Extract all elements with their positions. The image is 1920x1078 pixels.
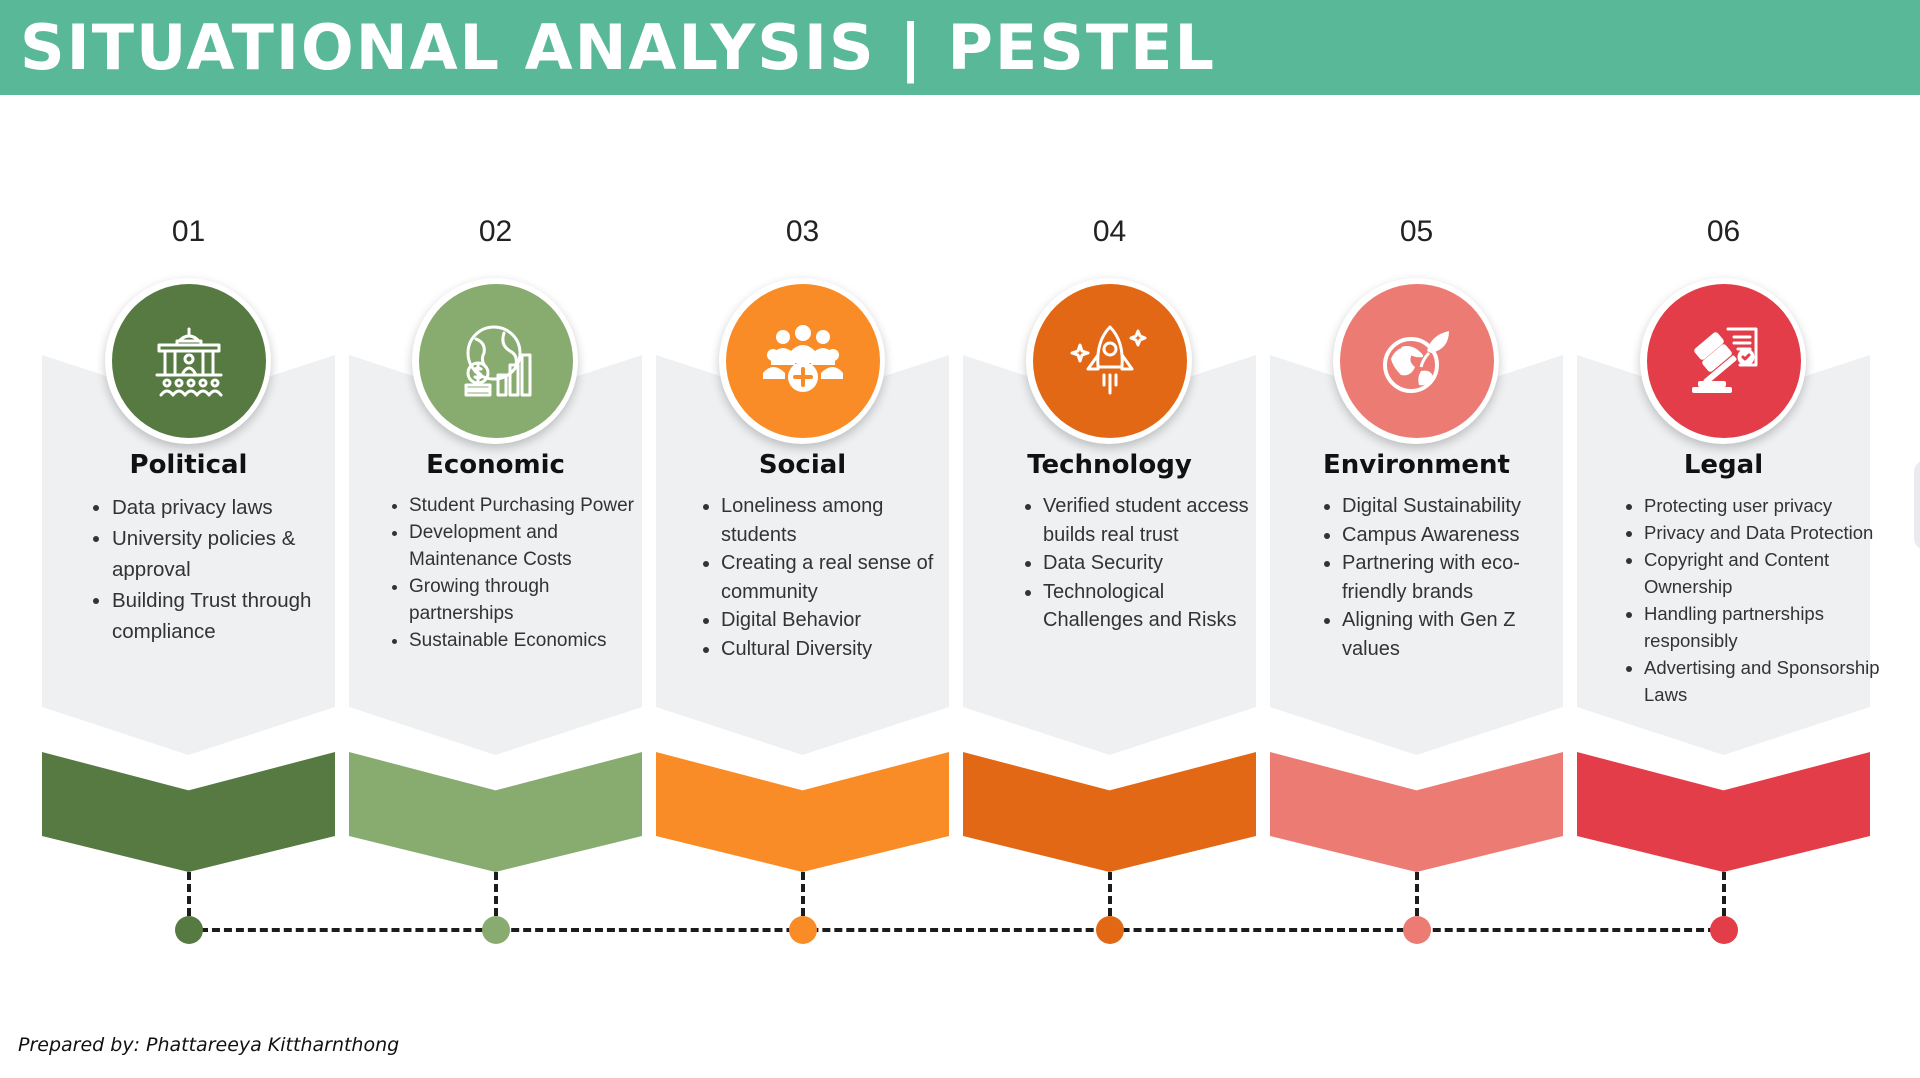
dashed-drop-line (494, 872, 498, 928)
bullet-list: Digital SustainabilityCampus AwarenessPa… (1322, 492, 1578, 663)
pestel-column-economic: 02EconomicStudent Purchasing PowerDevelo… (349, 200, 642, 960)
pestel-column-environment: 05EnvironmentDigital SustainabilityCampu… (1270, 200, 1563, 960)
dashed-drop-line (1108, 872, 1112, 928)
page-title: SITUATIONAL ANALYSIS | PESTEL (20, 11, 1217, 84)
globe-money-chart-icon (419, 284, 573, 438)
bullet-item: Privacy and Data Protection (1644, 519, 1882, 546)
category-title: Technology (1027, 450, 1192, 480)
bullet-item: Data Security (1043, 549, 1265, 578)
bullet-item: Loneliness among students (721, 492, 957, 549)
bullet-item: Digital Behavior (721, 606, 957, 635)
rocket-icon (1033, 284, 1187, 438)
bullet-item: Growing through partnerships (409, 573, 655, 627)
timeline-connector (200, 928, 1728, 932)
bullet-item: Student Purchasing Power (409, 492, 655, 519)
column-number: 06 (1706, 215, 1741, 248)
pestel-column-social: 03SocialLoneliness among studentsCreatin… (656, 200, 949, 960)
bullet-list: Protecting user privacyPrivacy and Data … (1624, 492, 1882, 708)
bullet-item: Campus Awareness (1342, 521, 1578, 550)
timeline-dot (1096, 916, 1124, 944)
bullet-item: Protecting user privacy (1644, 492, 1882, 519)
bullet-item: Development and Maintenance Costs (409, 519, 655, 573)
color-chevron (1577, 752, 1870, 872)
bullet-item: Digital Sustainability (1342, 492, 1578, 521)
bullet-item: Advertising and Sponsorship Laws (1644, 654, 1882, 708)
timeline-dot (1710, 916, 1738, 944)
government-building-icon (112, 284, 266, 438)
column-number: 01 (171, 215, 206, 248)
column-number: 03 (785, 215, 820, 248)
column-number: 04 (1092, 215, 1127, 248)
pestel-column-political: 01PoliticalData privacy lawsUniversity p… (42, 200, 335, 960)
bullet-item: Technological Challenges and Risks (1043, 578, 1265, 635)
color-chevron (656, 752, 949, 872)
category-title: Environment (1323, 450, 1510, 480)
bullet-list: Data privacy lawsUniversity policies & a… (92, 492, 350, 647)
dashed-drop-line (801, 872, 805, 928)
edge-scroll-tab (1914, 460, 1920, 550)
bullet-item: Sustainable Economics (409, 627, 655, 654)
bullet-item: Verified student access builds real trus… (1043, 492, 1265, 549)
pestel-column-legal: 06 Legal Protecting user privacyPrivacy an… (1577, 200, 1880, 960)
category-title: Legal (1683, 450, 1764, 480)
bullet-item: Handling partnerships responsibly (1644, 600, 1882, 654)
header-bar: SITUATIONAL ANALYSIS | PESTEL (0, 0, 1920, 95)
timeline-dot (789, 916, 817, 944)
dashed-drop-line (1722, 872, 1726, 928)
bullet-item: Data privacy laws (112, 492, 350, 523)
bullet-list: Verified student access builds real trus… (1023, 492, 1265, 635)
bullet-item: Copyright and Content Ownership (1644, 546, 1882, 600)
column-number: 05 (1399, 215, 1434, 248)
dashed-drop-line (1415, 872, 1419, 928)
bullet-list: Loneliness among studentsCreating a real… (701, 492, 957, 663)
bullet-item: Building Trust through compliance (112, 585, 350, 647)
column-number: 02 (478, 215, 513, 248)
community-group-icon (726, 284, 880, 438)
timeline-dot (482, 916, 510, 944)
pestel-column-technology: 04TechnologyVerified student access buil… (963, 200, 1256, 960)
category-title: Social (758, 450, 847, 480)
timeline-dot (175, 916, 203, 944)
bullet-item: University policies & approval (112, 523, 350, 585)
bullet-item: Cultural Diversity (721, 635, 957, 664)
dashed-drop-line (187, 872, 191, 928)
bullet-list: Student Purchasing PowerDevelopment and … (389, 492, 655, 654)
bullet-item: Aligning with Gen Z values (1342, 606, 1578, 663)
bullet-item: Creating a real sense of community (721, 549, 957, 606)
prepared-by: Prepared by: Phattareeya Kittharnthong (18, 1034, 400, 1056)
color-chevron (1270, 752, 1563, 872)
color-chevron (963, 752, 1256, 872)
color-chevron (42, 752, 335, 872)
eco-globe-icon (1340, 284, 1494, 438)
gavel-document-icon (1647, 284, 1801, 438)
timeline-dot (1403, 916, 1431, 944)
category-title: Economic (426, 450, 565, 480)
color-chevron (349, 752, 642, 872)
bullet-item: Partnering with eco-friendly brands (1342, 549, 1578, 606)
category-title: Political (129, 450, 248, 480)
